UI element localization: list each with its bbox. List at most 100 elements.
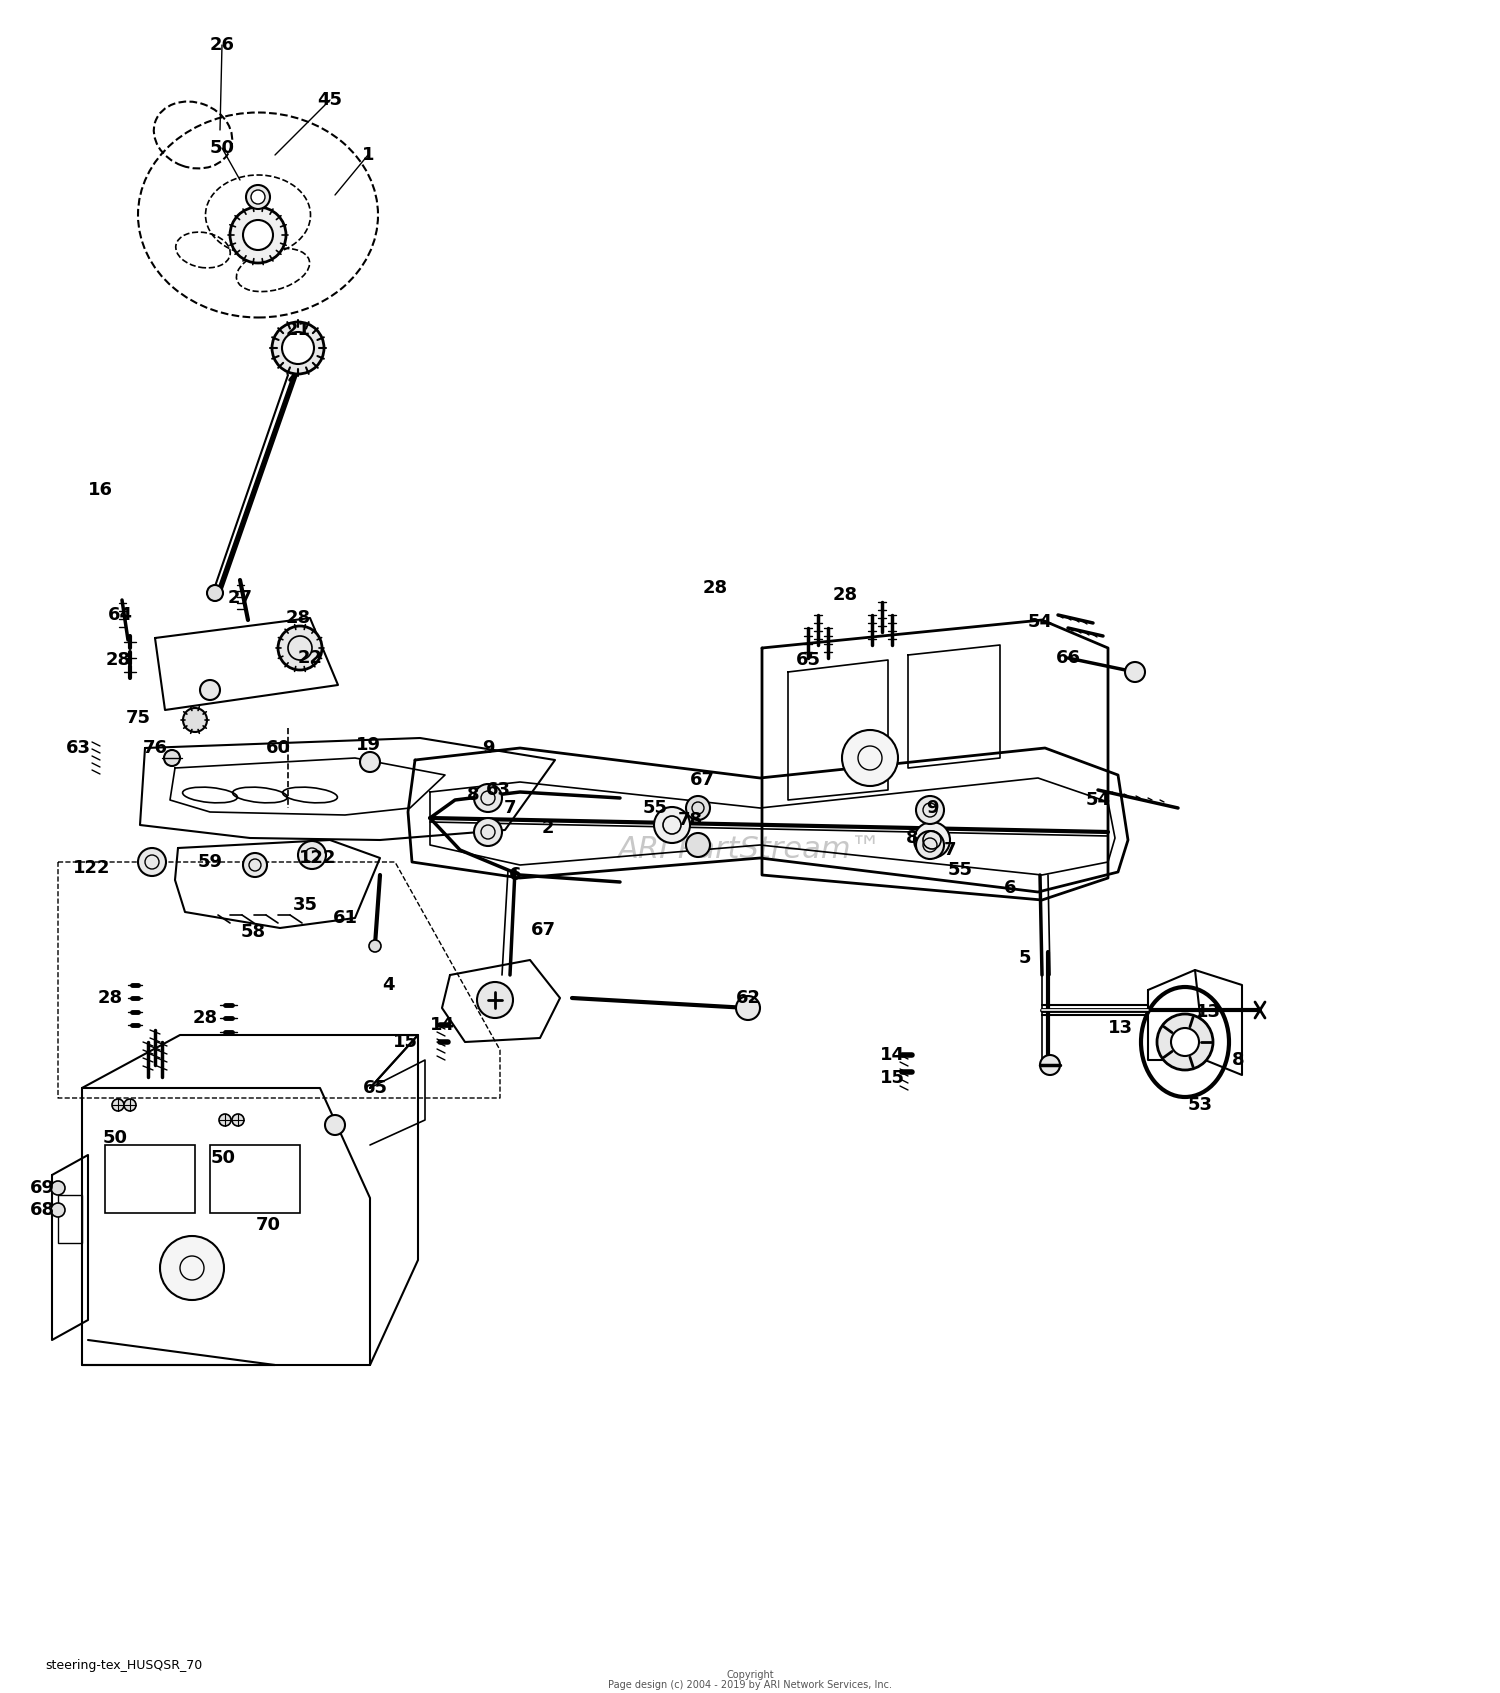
Text: 8: 8 [1232,1051,1245,1068]
Bar [210,1144,300,1212]
Text: 65: 65 [363,1078,387,1097]
Text: 122: 122 [298,848,336,867]
Text: 58: 58 [240,923,266,941]
Text: 122: 122 [74,858,111,877]
Circle shape [183,708,207,731]
Circle shape [326,1116,345,1134]
Text: 13: 13 [1196,1002,1221,1021]
Text: 69: 69 [30,1178,54,1197]
Text: 16: 16 [87,481,112,499]
Bar [58,1195,82,1243]
Text: 28: 28 [98,989,123,1007]
Text: 8: 8 [466,786,480,804]
Circle shape [164,750,180,765]
Circle shape [243,220,273,251]
Circle shape [124,1099,136,1111]
Circle shape [1125,662,1144,682]
Text: 28: 28 [285,609,310,626]
Text: 7: 7 [504,799,516,818]
Circle shape [272,322,324,374]
Text: 2: 2 [542,819,555,836]
Text: 7: 7 [944,841,957,858]
Text: 62: 62 [735,989,760,1007]
Text: 21: 21 [285,322,310,339]
Text: 63: 63 [486,780,510,799]
Text: 9: 9 [926,799,939,818]
Circle shape [51,1182,64,1195]
Text: 78: 78 [678,811,702,830]
Text: 59: 59 [198,853,222,870]
Text: 28: 28 [702,579,727,598]
Circle shape [51,1204,64,1217]
Text: 50: 50 [210,139,234,157]
Text: 13: 13 [1107,1019,1132,1038]
Text: 35: 35 [292,896,318,914]
Text: 5: 5 [1019,950,1032,967]
Text: 14: 14 [429,1016,454,1034]
Text: 6: 6 [1004,879,1017,897]
Text: 60: 60 [266,740,291,757]
Circle shape [1040,1055,1060,1075]
Text: 1: 1 [362,146,375,164]
Text: 14: 14 [879,1046,904,1063]
Circle shape [160,1236,224,1300]
Circle shape [736,995,760,1019]
Circle shape [474,784,502,813]
Circle shape [138,848,166,875]
Circle shape [219,1114,231,1126]
Circle shape [916,831,944,858]
Text: 68: 68 [30,1200,54,1219]
Text: 55: 55 [948,862,972,879]
Circle shape [282,332,314,364]
Text: 55: 55 [642,799,668,818]
Circle shape [278,626,322,670]
Text: 67: 67 [690,770,714,789]
Circle shape [369,940,381,951]
Text: 27: 27 [228,589,252,608]
Circle shape [298,841,326,869]
Text: 54: 54 [1028,613,1053,631]
Text: 63: 63 [66,740,90,757]
Text: 4: 4 [381,975,394,994]
Circle shape [686,833,709,857]
Circle shape [251,190,266,203]
Text: 75: 75 [126,709,150,726]
Text: 64: 64 [108,606,132,625]
Text: 22: 22 [297,648,322,667]
Text: 65: 65 [795,652,820,669]
Text: ARI PartStream™: ARI PartStream™ [618,836,882,865]
Circle shape [246,185,270,208]
Text: 28: 28 [833,586,858,604]
Text: 61: 61 [333,909,357,928]
Text: 54: 54 [1086,791,1110,809]
Circle shape [230,207,286,262]
Text: 9: 9 [482,740,495,757]
Circle shape [914,823,950,858]
Text: 28: 28 [192,1009,217,1028]
Circle shape [243,853,267,877]
Circle shape [842,730,898,786]
Text: Page design (c) 2004 - 2019 by ARI Network Services, Inc.: Page design (c) 2004 - 2019 by ARI Netwo… [608,1679,892,1690]
Text: 26: 26 [210,36,234,54]
Circle shape [916,796,944,824]
Circle shape [474,818,502,846]
Text: Copyright: Copyright [726,1669,774,1679]
Text: 70: 70 [255,1216,280,1234]
Bar [105,1144,195,1212]
Text: 19: 19 [356,736,381,753]
Text: 6: 6 [509,867,522,884]
Text: 50: 50 [210,1150,236,1166]
Text: 53: 53 [1188,1095,1212,1114]
Circle shape [686,796,709,819]
Text: 50: 50 [102,1129,128,1146]
Text: 8: 8 [906,830,918,846]
Text: 76: 76 [142,740,168,757]
Text: 66: 66 [1056,648,1080,667]
Circle shape [477,982,513,1017]
Circle shape [1172,1028,1198,1056]
Text: steering-tex_HUSQSR_70: steering-tex_HUSQSR_70 [45,1659,203,1671]
Circle shape [232,1114,244,1126]
Text: 45: 45 [318,91,342,108]
Circle shape [360,752,380,772]
Circle shape [207,586,224,601]
